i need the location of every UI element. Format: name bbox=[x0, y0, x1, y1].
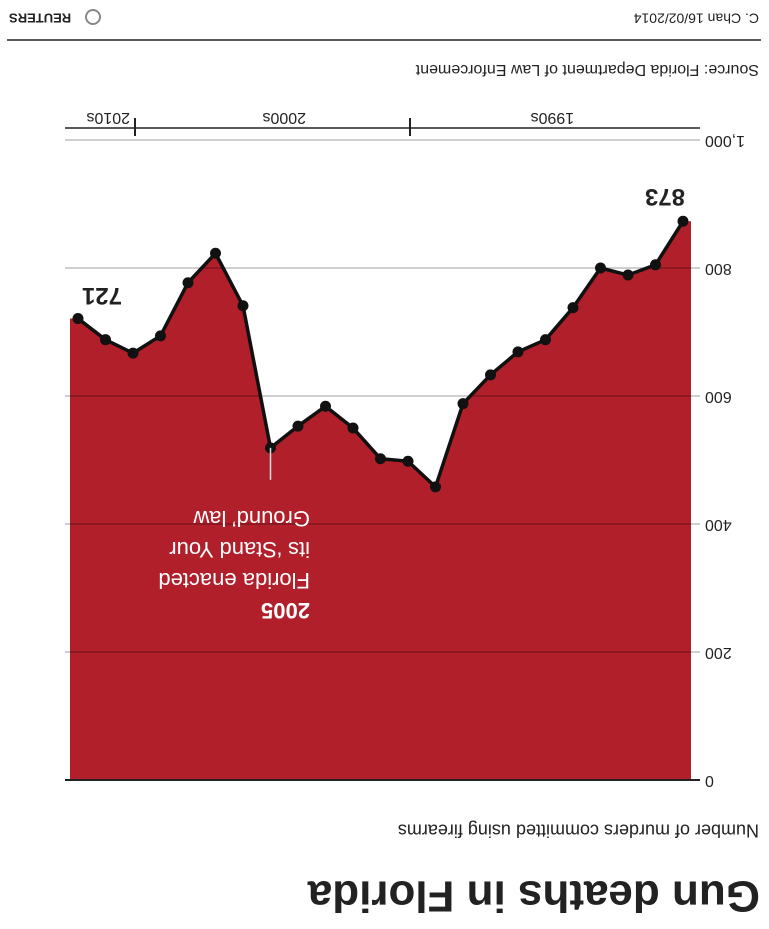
point bbox=[622, 269, 634, 281]
logo bbox=[85, 9, 101, 25]
point bbox=[430, 481, 441, 493]
y-tick-label: 0 bbox=[705, 772, 714, 789]
area bbox=[70, 221, 691, 780]
point bbox=[595, 262, 606, 274]
value-label: 721 bbox=[82, 282, 122, 309]
point bbox=[347, 422, 359, 434]
annotation-title: 2005 bbox=[261, 598, 310, 623]
point bbox=[320, 400, 331, 412]
point bbox=[677, 215, 689, 227]
y-tick-label: 1,000 bbox=[705, 132, 745, 149]
point bbox=[567, 302, 579, 314]
point bbox=[402, 455, 414, 467]
source: Source: Florida Department of Law Enforc… bbox=[415, 61, 759, 78]
point bbox=[650, 259, 661, 271]
x-group-label: 2010s bbox=[86, 109, 130, 126]
point bbox=[210, 247, 221, 259]
y-tick-label: 600 bbox=[705, 388, 732, 405]
annotation-text: its ‘Stand Your bbox=[169, 537, 310, 562]
point bbox=[127, 347, 139, 359]
chart-title: Gun deaths in Florida bbox=[307, 871, 760, 920]
point bbox=[182, 277, 194, 289]
x-group-label: 1990s bbox=[531, 109, 575, 126]
point bbox=[155, 330, 166, 342]
credit: C. Chan 16/02/2014 bbox=[633, 10, 759, 26]
x-group-label: 2000s bbox=[262, 109, 306, 126]
value-label: 873 bbox=[645, 183, 685, 210]
point bbox=[237, 300, 249, 312]
point bbox=[72, 313, 84, 325]
y-tick-label: 400 bbox=[705, 516, 732, 533]
y-tick-label: 800 bbox=[705, 260, 732, 277]
y-tick-label: 200 bbox=[705, 644, 732, 661]
point bbox=[540, 334, 551, 346]
chart-subtitle: Number of murders committed using firear… bbox=[398, 820, 759, 840]
point bbox=[375, 453, 386, 465]
point bbox=[512, 346, 524, 358]
rotated-chart: Gun deaths in Florida Number of murders … bbox=[7, 9, 761, 920]
point bbox=[100, 334, 111, 346]
point bbox=[485, 369, 496, 381]
point bbox=[292, 420, 304, 432]
publisher: REUTERS bbox=[9, 11, 71, 26]
annotation-text: Ground’ law bbox=[193, 506, 310, 531]
annotation-text: Florida enacted bbox=[158, 568, 310, 593]
point bbox=[457, 398, 469, 410]
